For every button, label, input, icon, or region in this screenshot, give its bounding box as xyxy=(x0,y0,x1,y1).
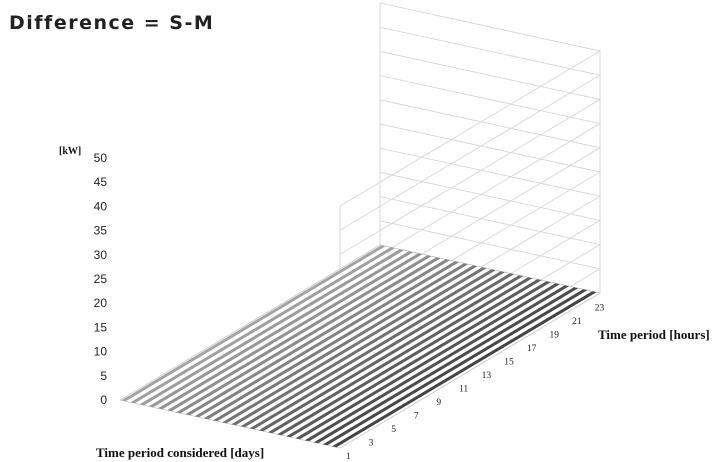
x-tick-23: 23 xyxy=(595,304,605,314)
surface-band-day-4 xyxy=(148,251,414,408)
x-tick-21: 21 xyxy=(572,317,582,327)
surface-band-day-2 xyxy=(130,247,395,404)
z-tick-30: 30 xyxy=(94,248,108,262)
x-tick-17: 17 xyxy=(527,344,537,354)
z-tick-0: 0 xyxy=(100,393,107,407)
z-tick-45: 45 xyxy=(94,175,108,189)
surface-band-day-9 xyxy=(194,261,460,418)
x-tick-19: 19 xyxy=(549,331,559,341)
surface-band-day-15 xyxy=(249,273,515,430)
surface-band-day-10 xyxy=(203,263,469,420)
x-tick-3: 3 xyxy=(369,439,374,449)
x-tick-9: 9 xyxy=(436,398,441,408)
surface-band-day-20 xyxy=(295,283,560,440)
surface-band-day-17 xyxy=(268,277,533,434)
z-axis-unit-label: [kW] xyxy=(59,146,82,157)
surface-band-day-23 xyxy=(323,289,588,446)
surface-band-day-16 xyxy=(258,275,524,432)
z-tick-25: 25 xyxy=(94,272,108,286)
z-tick-50: 50 xyxy=(94,151,108,165)
x-tick-1: 1 xyxy=(346,452,351,462)
x-tick-15: 15 xyxy=(504,358,514,368)
surface-band-day-14 xyxy=(240,271,505,428)
gridline-50 xyxy=(339,2,602,207)
surface-floor xyxy=(119,244,601,449)
x-tick-5: 5 xyxy=(391,425,396,435)
surface-band-day-11 xyxy=(213,265,478,422)
surface-band-day-21 xyxy=(304,285,570,442)
surface-band-day-24 xyxy=(332,291,597,448)
surface-band-day-18 xyxy=(277,279,542,436)
x-tick-7: 7 xyxy=(414,412,419,422)
y-axis-title: Time period [hours] xyxy=(598,327,710,342)
surface-band-day-1 xyxy=(121,245,386,402)
surface-band-day-8 xyxy=(185,259,450,416)
x-axis-title: Time period considered [days] xyxy=(96,445,265,460)
z-tick-labels: 0 5 10 15 20 25 30 35 40 45 50 xyxy=(94,151,108,407)
x-tick-11: 11 xyxy=(459,385,468,395)
x-tick-13: 13 xyxy=(482,371,492,381)
z-tick-35: 35 xyxy=(94,224,108,238)
z-tick-15: 15 xyxy=(94,320,108,334)
surface-band-day-3 xyxy=(139,249,405,406)
surface-band-day-22 xyxy=(313,287,579,444)
z-tick-40: 40 xyxy=(94,199,108,213)
surface-band-day-19 xyxy=(286,281,551,438)
z-tick-5: 5 xyxy=(100,369,107,383)
z-tick-20: 20 xyxy=(94,296,108,310)
surface-band-day-5 xyxy=(158,253,423,410)
surface-band-day-13 xyxy=(231,269,496,426)
z-tick-10: 10 xyxy=(94,345,108,359)
surface-band-day-6 xyxy=(167,255,432,412)
surface-band-day-12 xyxy=(222,267,487,424)
chart-title: Difference = S-M xyxy=(9,12,215,34)
surface-band-day-7 xyxy=(176,257,441,414)
